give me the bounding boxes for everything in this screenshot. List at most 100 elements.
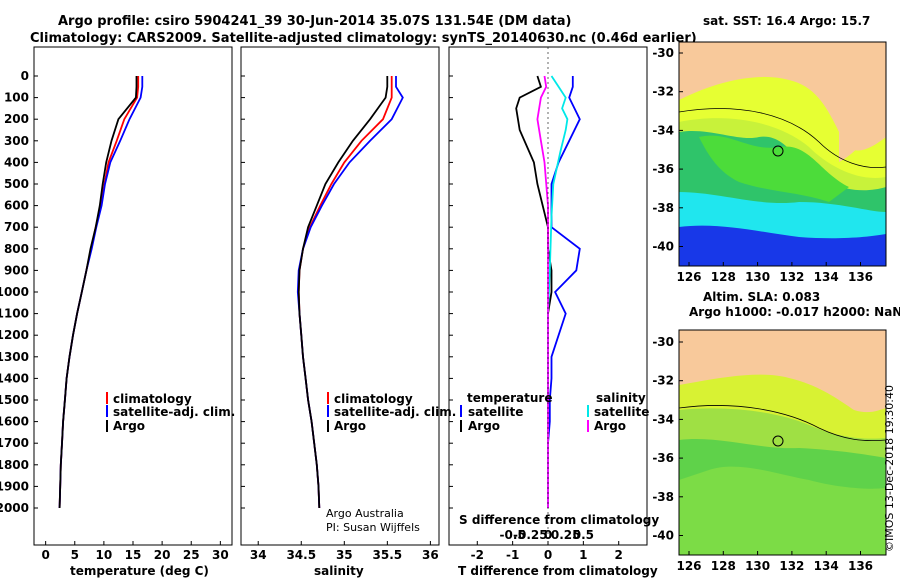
lon-tick-label: 126: [676, 559, 701, 573]
title-line1: Argo profile: csiro 5904241_39 30-Jun-20…: [58, 14, 571, 29]
lat-tick-label: -30: [652, 335, 674, 349]
legend-temperature-heading: temperature: [467, 391, 552, 405]
lat-tick-label: -40: [652, 240, 674, 254]
s-diff-tick-label: -0.25: [513, 528, 548, 542]
depth-tick-label: 1000: [0, 285, 29, 299]
sst-map-title: sat. SST: 16.4 Argo: 15.7: [703, 14, 870, 28]
lat-tick-label: -40: [652, 529, 674, 543]
lon-tick-label: 132: [779, 270, 804, 284]
difference-lines: [515, 47, 581, 545]
x-tick-label: 0: [41, 548, 49, 562]
x-tick-label: 1: [579, 548, 587, 562]
x-tick-label: 34.5: [286, 548, 316, 562]
difference-legend: temperature satellite Argo salinity sate…: [460, 391, 649, 433]
x-tick-label: 10: [96, 548, 113, 562]
depth-axis: 0 100 200 300 400 500 600 700 800 900 1000 1100 1200…: [0, 69, 453, 515]
argo-float-marker: [772, 435, 784, 447]
lon-tick-label: 128: [711, 270, 736, 284]
depth-tick-label: 1800: [0, 458, 29, 472]
depth-tick-label: 1700: [0, 436, 29, 450]
s-diff-tick-label: 0.5: [573, 528, 594, 542]
depth-tick-label: 300: [4, 134, 29, 148]
sla-map-lon-ticks: 126 128 130 132 134 136: [676, 551, 873, 573]
depth-tick-label: 600: [4, 199, 29, 213]
sla-map-lat-ticks: -30 -32 -34 -36 -38 -40: [652, 335, 683, 543]
lat-tick-label: -32: [652, 374, 674, 388]
lon-tick-label: 132: [779, 559, 804, 573]
s-diff-tick-label: 0: [544, 528, 552, 542]
sst-map-frame: [678, 41, 887, 267]
legend-label-s-argo: Argo: [594, 419, 626, 433]
depth-tick-label: 1200: [0, 328, 29, 342]
series-line-argo: [58, 76, 138, 509]
depth-tick-label: 1600: [0, 415, 29, 429]
legend-label-t-satellite: satellite: [468, 405, 523, 419]
legend-label-argo: Argo: [334, 419, 366, 433]
x-tick-label: 34: [250, 548, 267, 562]
depth-tick-label: 1300: [0, 350, 29, 364]
title-line2: Climatology: CARS2009. Satellite-adjuste…: [30, 31, 697, 46]
salinity-panel: 34 34.5 35 35.5 36 salinity climatology sate…: [240, 46, 456, 578]
legend-label-argo: Argo: [113, 419, 145, 433]
lon-tick-label: 134: [814, 559, 839, 573]
lon-tick-label: 134: [814, 270, 839, 284]
legend-salinity-heading: salinity: [596, 391, 646, 405]
x-tick-label: 15: [125, 548, 142, 562]
lat-tick-label: -34: [652, 123, 674, 137]
temperature-x-ticks: 0 5 10 15 20 25 30: [41, 541, 229, 562]
series-line-climatology: [297, 76, 393, 509]
lon-tick-label: 136: [848, 270, 873, 284]
depth-tick-label: 900: [4, 263, 29, 277]
lon-tick-label: 128: [711, 559, 736, 573]
lat-tick-label: -34: [652, 412, 674, 426]
argo-float-marker: [772, 145, 784, 157]
x-tick-label: -1: [506, 548, 519, 562]
temperature-legend: climatology satellite-adj. clim. Argo: [106, 392, 235, 433]
x-tick-label: 25: [183, 548, 200, 562]
salinity-xlabel: salinity: [314, 564, 364, 578]
series-line-temperature-satellite: [547, 76, 581, 508]
x-tick-label: 5: [71, 548, 79, 562]
lat-tick-label: -32: [652, 85, 674, 99]
difference-panel: -2 -1 0 1 2 T difference from climatology S …: [448, 46, 659, 578]
sla-map-image: [679, 330, 886, 555]
lat-tick-label: -38: [652, 490, 674, 504]
sla-map-title2: Argo h1000: -0.017 h2000: NaN: [689, 305, 900, 319]
depth-tick-label: 200: [4, 112, 29, 126]
depth-tick-label: 0: [21, 69, 29, 83]
depth-tick-label: 1900: [0, 479, 29, 493]
depth-tick-label: 700: [4, 220, 29, 234]
lon-tick-label: 130: [745, 270, 770, 284]
depth-tick-label: 800: [4, 242, 29, 256]
x-tick-label: 2: [615, 548, 623, 562]
sst-map-lon-ticks: 126 128 130 132 134 136: [676, 262, 873, 284]
s-diff-tick-label: -0.5: [500, 528, 526, 542]
temperature-panel-frame: [33, 46, 233, 546]
salinity-lines: [296, 76, 404, 509]
depth-tick-label: 2000: [0, 501, 29, 515]
temperature-panel: 0 5 10 15 20 25 30 temperature (deg C) climato…: [33, 46, 235, 578]
legend-label-s-satellite: satellite: [594, 405, 649, 419]
sla-map-title1: Altim. SLA: 0.083: [703, 290, 820, 304]
x-tick-label: 35.5: [373, 548, 403, 562]
depth-tick-label: 400: [4, 155, 29, 169]
s-diff-tick-label: 0.25: [551, 528, 581, 542]
x-tick-label: 0: [544, 548, 552, 562]
lat-tick-label: -38: [652, 201, 674, 215]
sla-map: Altim. SLA: 0.083 Argo h1000: -0.017 h20…: [652, 290, 900, 573]
depth-tick-label: 1100: [0, 307, 29, 321]
series-line-climatology: [58, 76, 140, 509]
legend-label-t-argo: Argo: [468, 419, 500, 433]
lat-tick-label: -30: [652, 46, 674, 60]
salinity-panel-frame: [240, 46, 440, 546]
lon-tick-label: 126: [676, 270, 701, 284]
imos-stamp: ©IMOS 13-Dec-2018 19:30:40: [883, 385, 896, 552]
credit-line2: PI: Susan Wijffels: [326, 521, 420, 534]
sst-map: sat. SST: 16.4 Argo: 15.7 -30 -32 -34 -36 -3…: [652, 14, 887, 284]
temperature-lines: [58, 76, 144, 509]
salinity-x-ticks: 34 34.5 35 35.5 36: [250, 541, 439, 562]
depth-tick-label: 1400: [0, 371, 29, 385]
lat-tick-label: -36: [652, 162, 674, 176]
